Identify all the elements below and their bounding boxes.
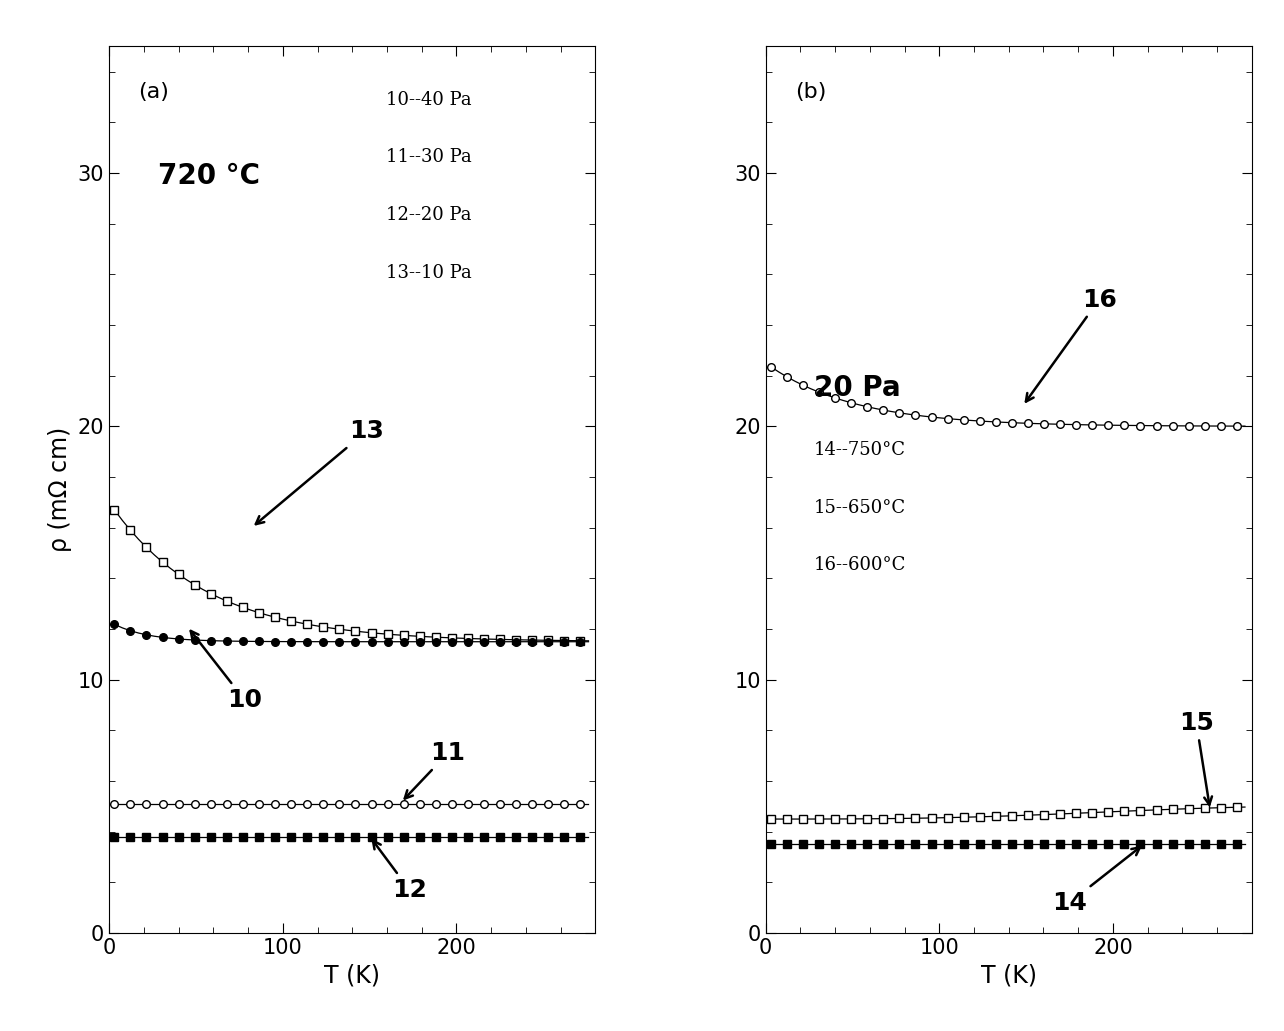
Text: 16: 16 (1026, 288, 1117, 402)
Text: 12--20 Pa: 12--20 Pa (386, 206, 471, 224)
X-axis label: T (K): T (K) (981, 964, 1036, 988)
Text: 14--750°C: 14--750°C (814, 441, 907, 459)
X-axis label: T (K): T (K) (325, 964, 380, 988)
Text: 15: 15 (1179, 710, 1213, 804)
Text: 16--600°C: 16--600°C (814, 557, 907, 574)
Text: 20 Pa: 20 Pa (814, 374, 901, 402)
Y-axis label: ρ (mΩ cm): ρ (mΩ cm) (49, 427, 72, 553)
Text: 11: 11 (404, 741, 465, 799)
Text: 13: 13 (256, 420, 384, 524)
Text: 720 °C: 720 °C (158, 162, 259, 190)
Text: (a): (a) (139, 81, 169, 102)
Text: 14: 14 (1052, 847, 1140, 914)
Text: 15--650°C: 15--650°C (814, 499, 907, 517)
Text: 12: 12 (372, 840, 428, 902)
Text: (b): (b) (795, 81, 826, 102)
Text: 11--30 Pa: 11--30 Pa (386, 148, 473, 166)
Text: 13--10 Pa: 13--10 Pa (386, 264, 473, 281)
Text: 10: 10 (191, 631, 262, 712)
Text: 10--40 Pa: 10--40 Pa (386, 91, 473, 108)
